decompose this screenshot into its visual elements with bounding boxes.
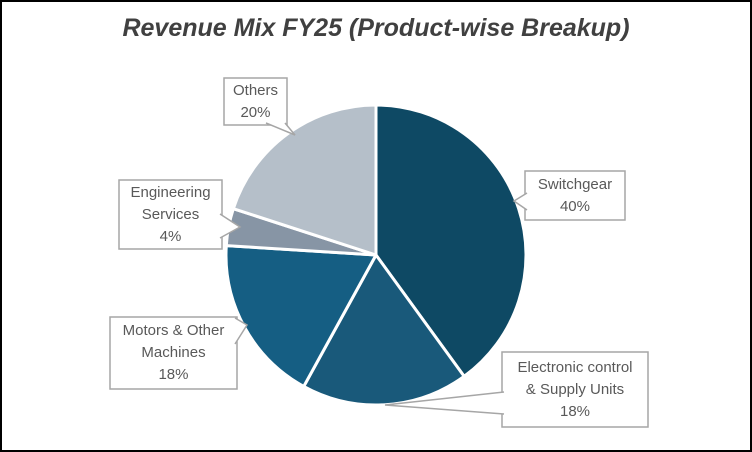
callout-electronic-box	[501, 351, 649, 428]
pie-slices-group	[224, 103, 528, 407]
callout-others-box	[223, 77, 288, 126]
callout-engineering-label: Engineering Services 4%	[130, 183, 211, 245]
callout-motors-box	[109, 316, 238, 390]
callout-electronic-pointer	[384, 391, 505, 415]
callout-switchgear-label: Switchgear 40%	[537, 175, 613, 215]
pie-slice-others	[231, 103, 378, 257]
callout-others-label: Others 20%	[232, 81, 278, 121]
callout-motors-label: Motors & Other Machines 18%	[122, 322, 225, 383]
callout-switchgear-pointer	[512, 192, 528, 211]
callout-others-pointer	[265, 122, 296, 136]
callout-engineering-pointer	[219, 213, 242, 239]
callout-motors-pointer	[234, 317, 249, 345]
callout-shapes-group	[109, 77, 649, 428]
callout-electronic-label: Electronic control & Supply Units 18%	[517, 358, 633, 420]
pie-slice-switchgear	[374, 103, 528, 378]
chart-title: Revenue Mix FY25 (Product-wise Breakup)	[122, 14, 630, 42]
callout-switchgear-box	[524, 170, 626, 221]
